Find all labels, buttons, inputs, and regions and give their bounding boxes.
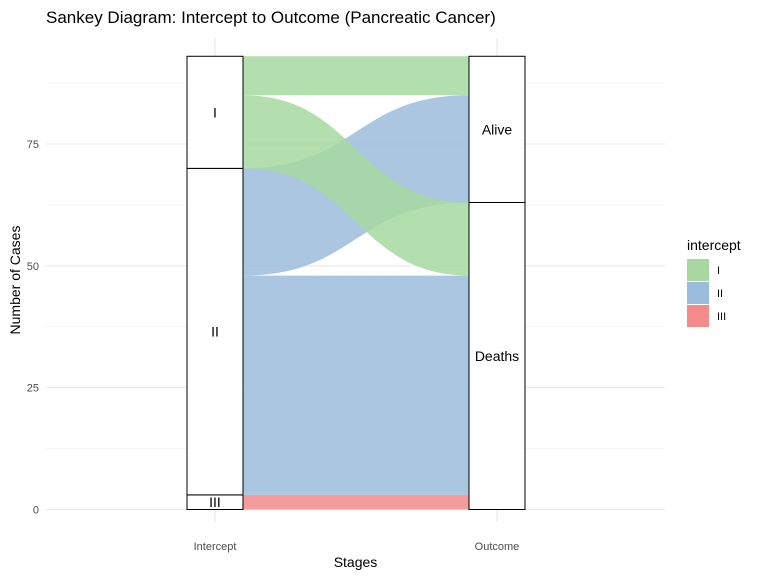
x-tick-label: Intercept: [194, 541, 237, 553]
legend-key-iii: [687, 305, 709, 327]
legend-key-ii: [687, 282, 709, 304]
stratum-box-intercept-ii: [186, 167, 244, 496]
legend-label: I: [717, 265, 720, 277]
y-tick-label: 75: [27, 139, 39, 151]
flow-i-to-alive: [243, 56, 469, 96]
stratum-box-intercept-i: [186, 55, 244, 169]
stratum-box-outcome-alive: [468, 55, 526, 203]
stratum-label: III: [209, 494, 221, 510]
legend-label: III: [717, 311, 726, 323]
flow-iii-to-deaths: [243, 494, 469, 510]
stratum-label: Alive: [482, 121, 513, 137]
stratum-label: Deaths: [475, 348, 519, 364]
chart-title: Sankey Diagram: Intercept to Outcome (Pa…: [46, 8, 496, 27]
y-tick-label: 25: [27, 383, 39, 395]
x-tick-label: Outcome: [475, 541, 520, 553]
stratum-box-outcome-deaths: [468, 201, 526, 510]
legend-title: intercept: [687, 237, 741, 253]
y-axis-title: Number of Cases: [7, 226, 23, 335]
y-tick-label: 0: [33, 505, 39, 517]
stratum-label: II: [211, 324, 219, 340]
stratum-label: I: [213, 104, 217, 120]
x-axis-title: Stages: [334, 554, 378, 570]
legend-label: II: [717, 288, 723, 300]
legend-key-i: [687, 259, 709, 281]
flow-i-to-deaths: [243, 95, 469, 276]
flow-ii-to-deaths: [243, 275, 469, 495]
y-tick-label: 50: [27, 261, 39, 273]
